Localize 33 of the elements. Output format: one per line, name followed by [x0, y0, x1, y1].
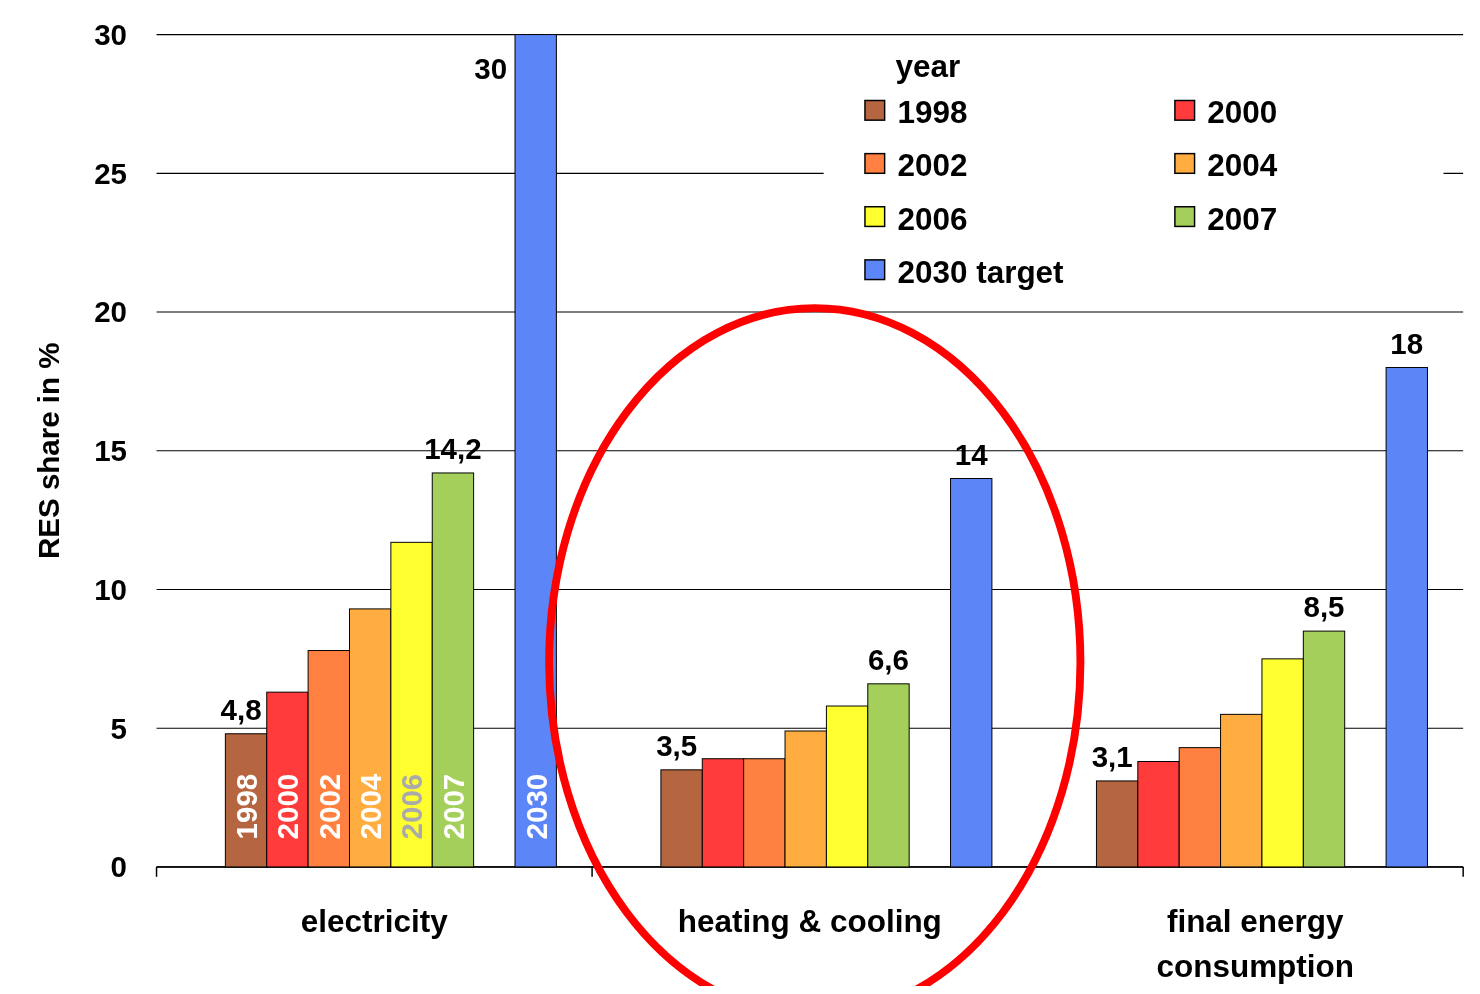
x-tick-label: electricity: [300, 903, 449, 939]
y-tick-label: 5: [110, 711, 128, 745]
annotation: 2002: [312, 773, 346, 840]
data-label: 4,8: [220, 692, 262, 726]
annotation: 2030: [519, 773, 553, 840]
y-tick-label: 0: [110, 850, 128, 884]
annotation: 1998: [229, 773, 263, 840]
legend-title: year: [895, 48, 961, 84]
y-tick-label: 10: [94, 572, 128, 606]
legend-label: 2002: [897, 148, 968, 184]
legend-label: 2006: [897, 201, 968, 237]
y-tick-label: 25: [94, 156, 128, 190]
legend-label: 2000: [1207, 95, 1278, 131]
legend-label: 2030 target: [897, 254, 1065, 290]
data-label: 3,1: [1091, 740, 1133, 774]
y-tick-label: 30: [94, 17, 128, 51]
annotation: 2004: [354, 773, 387, 840]
data-label: 18: [1390, 326, 1424, 360]
annotation: 2007: [436, 773, 470, 840]
y-tick-label: 20: [94, 295, 128, 329]
y-tick-label: 15: [94, 434, 128, 468]
data-label: 6,6: [867, 643, 909, 677]
data-label: 30: [474, 51, 508, 85]
data-label: 3,5: [656, 729, 698, 763]
annotation: 2000: [271, 773, 305, 840]
data-label: 8,5: [1303, 590, 1345, 624]
x-tick-label: heating & cooling: [677, 903, 942, 939]
legend-label: 2004: [1207, 148, 1278, 184]
y-axis-title: RES share in %: [32, 342, 66, 559]
annotation: 2006: [395, 773, 429, 840]
x-tick-label: final energy consumption: [1156, 903, 1355, 985]
legend-label: 1998: [897, 95, 968, 131]
legend-label: 2007: [1207, 201, 1278, 237]
